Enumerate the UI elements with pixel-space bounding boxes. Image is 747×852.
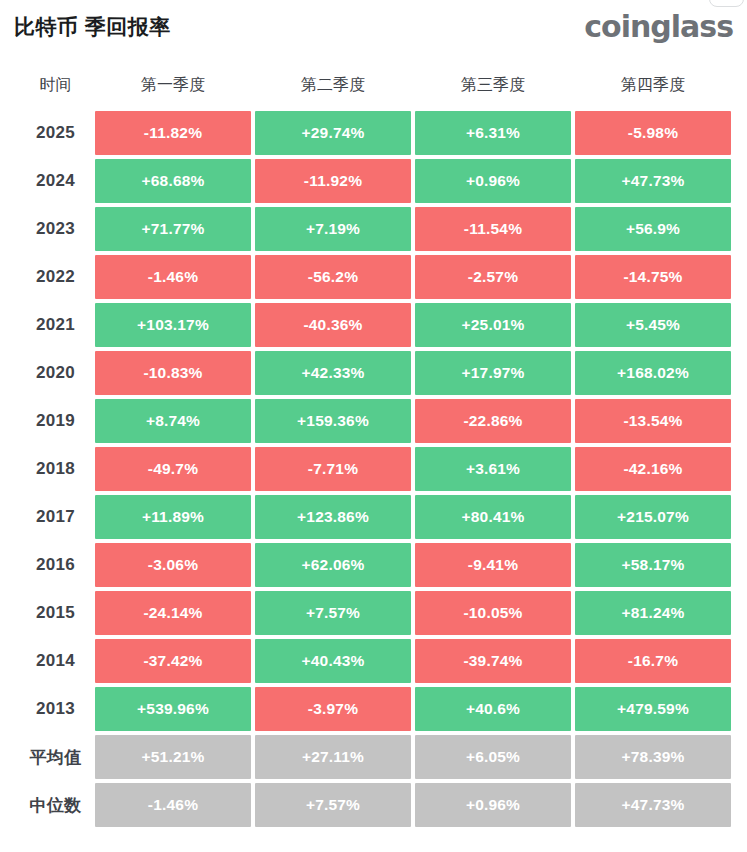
return-cell: +479.59% [575, 687, 731, 731]
return-cell: +29.74% [255, 111, 411, 155]
return-cell: +7.57% [255, 591, 411, 635]
return-cell: -49.7% [95, 447, 251, 491]
return-cell: +27.11% [255, 735, 411, 779]
row-label-year: 2023 [0, 207, 91, 251]
return-cell: +58.17% [575, 543, 731, 587]
row-label-summary: 中位数 [0, 783, 91, 827]
return-cell: -13.54% [575, 399, 731, 443]
return-cell: -10.05% [415, 591, 571, 635]
return-cell: +8.74% [95, 399, 251, 443]
return-cell: +81.24% [575, 591, 731, 635]
return-cell: -1.46% [95, 783, 251, 827]
return-cell: +7.19% [255, 207, 411, 251]
return-cell: -11.92% [255, 159, 411, 203]
column-header-q4: 第四季度 [575, 66, 731, 104]
row-label-year: 2021 [0, 303, 91, 347]
return-cell: +6.31% [415, 111, 571, 155]
return-cell: +159.36% [255, 399, 411, 443]
page-header: 比特币 季回报率 coinglass [0, 0, 747, 44]
return-cell: -42.16% [575, 447, 731, 491]
return-cell: +3.61% [415, 447, 571, 491]
return-cell: +42.33% [255, 351, 411, 395]
row-label-year: 2017 [0, 495, 91, 539]
return-cell: -3.06% [95, 543, 251, 587]
return-cell: +78.39% [575, 735, 731, 779]
return-cell: -24.14% [95, 591, 251, 635]
return-cell: +68.68% [95, 159, 251, 203]
row-label-year: 2016 [0, 543, 91, 587]
page-title: 比特币 季回报率 [14, 11, 171, 43]
return-cell: +123.86% [255, 495, 411, 539]
return-cell: -16.7% [575, 639, 731, 683]
return-cell: +5.45% [575, 303, 731, 347]
return-cell: -3.97% [255, 687, 411, 731]
quarterly-returns-table: 2025-11.82%+29.74%+6.31%-5.98% 2024+68.68… [0, 111, 731, 827]
column-header-q2: 第二季度 [255, 66, 411, 104]
return-cell: +47.73% [575, 783, 731, 827]
return-cell: +6.05% [415, 735, 571, 779]
return-cell: +25.01% [415, 303, 571, 347]
row-label-year: 2013 [0, 687, 91, 731]
return-cell: +51.21% [95, 735, 251, 779]
return-cell: -56.2% [255, 255, 411, 299]
return-cell: -11.54% [415, 207, 571, 251]
return-cell: -11.82% [95, 111, 251, 155]
row-label-year: 2024 [0, 159, 91, 203]
cutoff-tooltip-chip [709, 0, 744, 7]
row-label-year: 2019 [0, 399, 91, 443]
return-cell: +539.96% [95, 687, 251, 731]
return-cell: +11.89% [95, 495, 251, 539]
return-cell: +7.57% [255, 783, 411, 827]
row-label-year: 2022 [0, 255, 91, 299]
return-cell: -37.42% [95, 639, 251, 683]
column-header-q1: 第一季度 [95, 66, 251, 104]
return-cell: -39.74% [415, 639, 571, 683]
row-label-year: 2025 [0, 111, 91, 155]
row-label-year: 2020 [0, 351, 91, 395]
return-cell: +215.07% [575, 495, 731, 539]
return-cell: +80.41% [415, 495, 571, 539]
return-cell: +62.06% [255, 543, 411, 587]
return-cell: +56.9% [575, 207, 731, 251]
return-cell: +40.6% [415, 687, 571, 731]
column-header-q3: 第三季度 [415, 66, 571, 104]
return-cell: -10.83% [95, 351, 251, 395]
column-header-time: 时间 [0, 66, 91, 104]
row-label-summary: 平均值 [0, 735, 91, 779]
return-cell: +47.73% [575, 159, 731, 203]
row-label-year: 2014 [0, 639, 91, 683]
return-cell: +71.77% [95, 207, 251, 251]
return-cell: -22.86% [415, 399, 571, 443]
row-label-year: 2018 [0, 447, 91, 491]
return-cell: +103.17% [95, 303, 251, 347]
return-cell: -5.98% [575, 111, 731, 155]
row-label-year: 2015 [0, 591, 91, 635]
return-cell: +168.02% [575, 351, 731, 395]
return-cell: +40.43% [255, 639, 411, 683]
table-header-row: 时间 第一季度 第二季度 第三季度 第四季度 [0, 66, 731, 104]
return-cell: -1.46% [95, 255, 251, 299]
return-cell: +0.96% [415, 783, 571, 827]
return-cell: -14.75% [575, 255, 731, 299]
return-cell: -40.36% [255, 303, 411, 347]
return-cell: -9.41% [415, 543, 571, 587]
return-cell: -2.57% [415, 255, 571, 299]
return-cell: +0.96% [415, 159, 571, 203]
coinglass-logo[interactable]: coinglass [584, 11, 733, 43]
return-cell: -7.71% [255, 447, 411, 491]
return-cell: +17.97% [415, 351, 571, 395]
